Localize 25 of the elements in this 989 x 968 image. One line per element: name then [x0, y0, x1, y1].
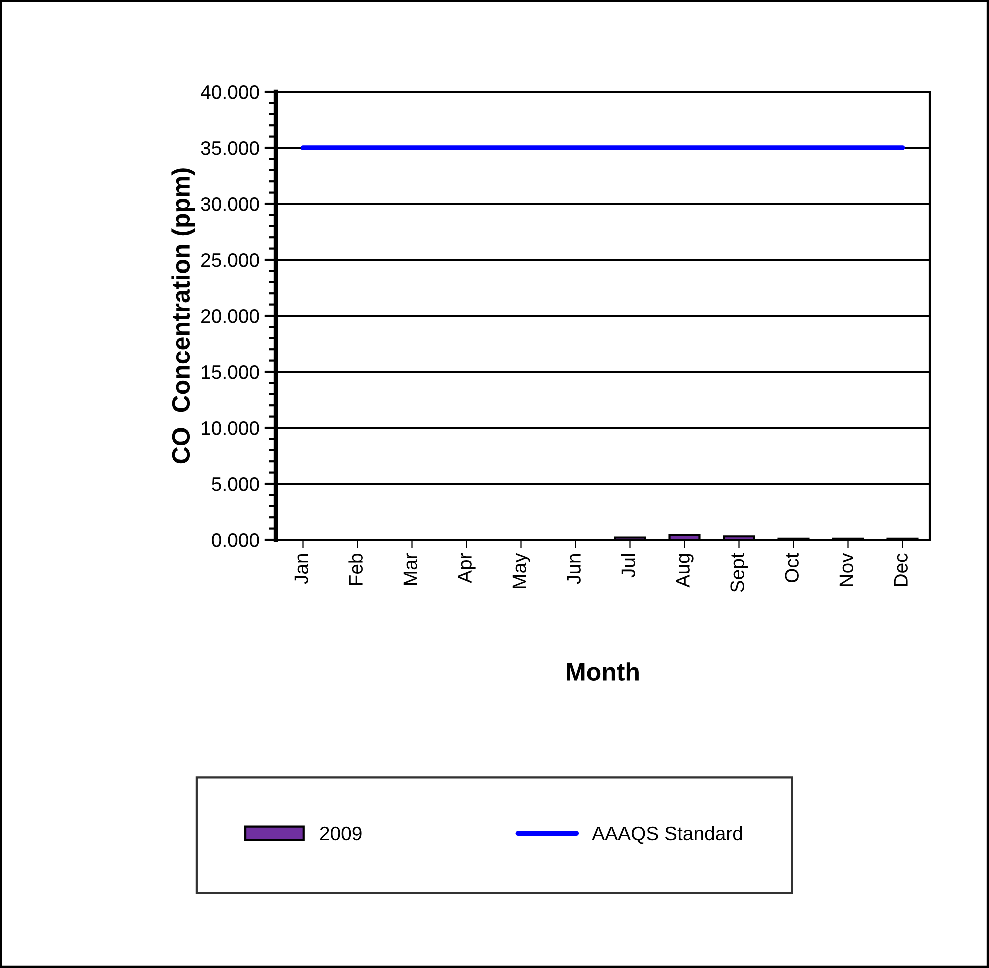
- x-tick-label: Sept: [730, 553, 748, 592]
- x-tick-label: Jan: [294, 554, 308, 584]
- y-tick-label: 5.000: [212, 477, 260, 492]
- x-tick-label: Oct: [785, 553, 799, 583]
- x-axis-title: Month: [567, 662, 639, 681]
- x-tick-label: Apr: [458, 554, 476, 584]
- legend-label: AAAQS Standard: [592, 826, 742, 844]
- x-tick-label: May: [512, 553, 530, 588]
- x-tick-label: Jun: [567, 554, 581, 584]
- legend-label: 2009: [320, 826, 362, 841]
- x-tick-label: Mar: [404, 554, 418, 586]
- y-tick-label: 10.000: [202, 421, 260, 436]
- y-tick-label: 35.000: [201, 141, 260, 156]
- x-tick-label: Dec: [894, 554, 908, 586]
- y-tick-label: 30.000: [201, 197, 260, 212]
- x-tick-label: Feb: [348, 554, 363, 586]
- x-tick-label: Aug: [676, 554, 694, 588]
- y-tick-label: 25.000: [202, 253, 260, 268]
- y-tick-label: 20.000: [202, 309, 260, 324]
- x-tick-label: Nov: [840, 553, 854, 586]
- y-tick-label: 0.000: [212, 533, 260, 548]
- y-tick-label: 40.000: [201, 85, 260, 100]
- y-axis-title: CO Concentration (ppm): [172, 168, 196, 464]
- x-tick-label: Jul: [621, 554, 636, 578]
- y-tick-label: 15.000: [202, 365, 260, 380]
